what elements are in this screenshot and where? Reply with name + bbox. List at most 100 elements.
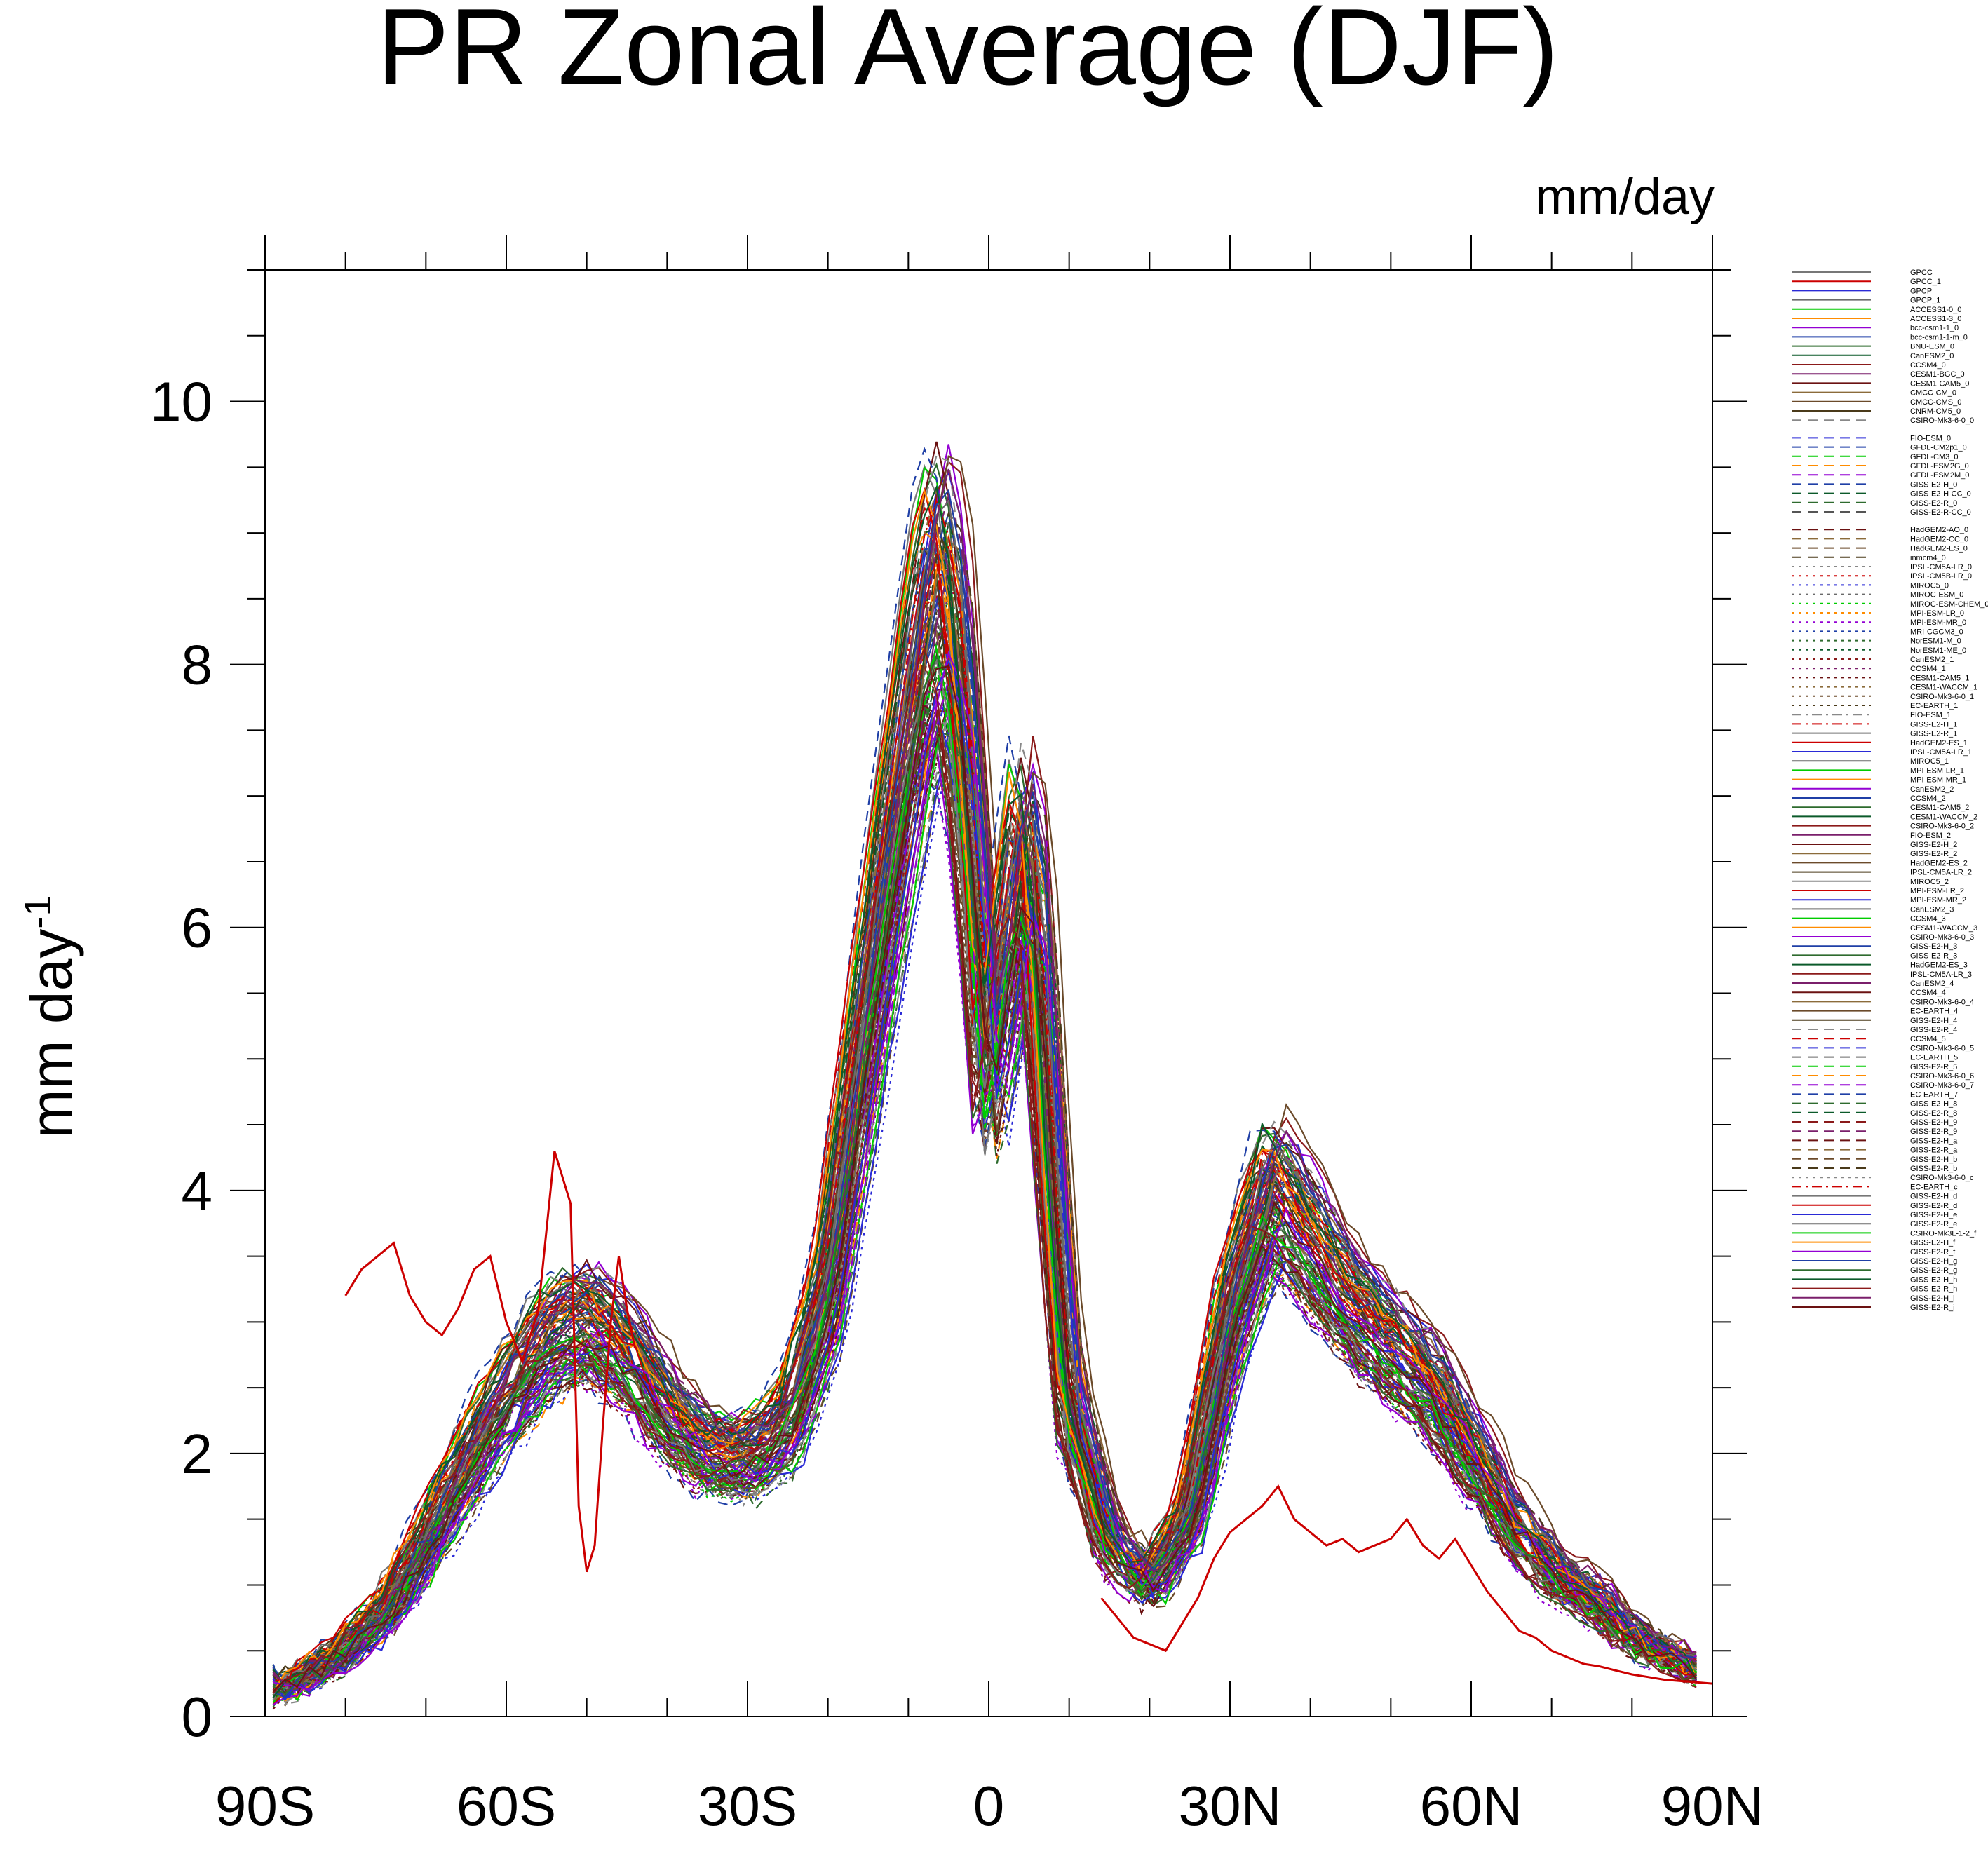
- legend-entry: CanESM2_1: [1792, 656, 1954, 664]
- legend-label: GISS-E2-R_9: [1910, 1127, 1957, 1136]
- series-line-101: [273, 499, 1697, 1689]
- legend-entry: GISS-E2-R_0: [1792, 499, 1957, 508]
- legend-label: MRI-CGCM3_0: [1910, 628, 1963, 636]
- legend-entry: EC-EARTH_7: [1792, 1090, 1958, 1099]
- legend-entry: CCSM4_0: [1792, 361, 1946, 370]
- legend-entry: GISS-E2-R_2: [1792, 850, 1957, 858]
- legend-entry: GISS-E2-H_d: [1792, 1193, 1957, 1201]
- legend-label: MPI-ESM-MR_0: [1910, 618, 1966, 627]
- legend-entry: bcc-csm1-1_0: [1792, 324, 1959, 332]
- legend-label: ACCESS1-3_0: [1910, 315, 1961, 323]
- y-tick-label: 0: [182, 1686, 213, 1748]
- legend-label: CESM1-CAM5_2: [1910, 804, 1969, 812]
- legend-label: CSIRO-Mk3-6-0_6: [1910, 1072, 1974, 1081]
- legend-label: HadGEM2-CC_0: [1910, 535, 1968, 543]
- legend-label: GISS-E2-R_2: [1910, 850, 1957, 858]
- legend-entry: IPSL-CM5B-LR_0: [1792, 572, 1972, 581]
- series-line-96: [273, 656, 1697, 1695]
- legend-entry: CNRM-CM5_0: [1792, 407, 1961, 416]
- legend-entry: MIROC5_0: [1792, 581, 1949, 590]
- legend-label: GFDL-ESM2G_0: [1910, 462, 1969, 470]
- y-tick-label: 8: [182, 634, 213, 696]
- legend-label: CCSM4_2: [1910, 794, 1946, 803]
- legend-label: CSIRO-Mk3-6-0_0: [1910, 416, 1974, 425]
- legend-label: CanESM2_4: [1910, 980, 1954, 988]
- legend-label: GISS-E2-R_e: [1910, 1220, 1957, 1228]
- legend-entry: MPI-ESM-MR_0: [1792, 618, 1966, 627]
- legend-label: GISS-E2-H_4: [1910, 1017, 1957, 1025]
- legend-entry: GISS-E2-H_b: [1792, 1156, 1957, 1164]
- legend-label: GISS-E2-R_3: [1910, 951, 1957, 960]
- legend-label: GISS-E2-R_h: [1910, 1285, 1957, 1294]
- legend-label: MPI-ESM-MR_1: [1910, 776, 1966, 785]
- units-label: mm/day: [1535, 169, 1715, 225]
- legend-label: CSIRO-Mk3-6-0_4: [1910, 998, 1974, 1006]
- legend-label: CCSM4_0: [1910, 361, 1946, 370]
- legend-entry: CSIRO-Mk3-6-0_4: [1792, 998, 1974, 1006]
- legend-entry: MPI-ESM-LR_2: [1792, 887, 1964, 895]
- legend-entry: GPCP_1: [1792, 297, 1940, 305]
- series-line-106: [272, 655, 1697, 1695]
- legend-label: CNRM-CM5_0: [1910, 407, 1961, 416]
- legend-entry: GPCC: [1792, 269, 1933, 277]
- legend-entry: GISS-E2-R_e: [1792, 1220, 1957, 1228]
- series-line-103: [272, 488, 1698, 1693]
- legend-entry: CanESM2_3: [1792, 905, 1954, 914]
- series-line-36: [273, 738, 1697, 1687]
- legend-label: MPI-ESM-LR_1: [1910, 766, 1964, 775]
- legend-entry: CESM1-CAM5_2: [1792, 804, 1969, 812]
- legend-label: GISS-E2-R_i: [1910, 1303, 1955, 1312]
- legend-label: GISS-E2-H_a: [1910, 1137, 1958, 1145]
- legend-entry: CanESM2_2: [1792, 785, 1954, 794]
- x-tick-label: 90N: [1661, 1775, 1764, 1837]
- series-layer: [272, 441, 1713, 1710]
- legend-label: MIROC-ESM_0: [1910, 591, 1963, 600]
- legend-label: GISS-E2-R_f: [1910, 1248, 1956, 1256]
- legend-label: CMCC-CM_0: [1910, 389, 1956, 398]
- series-line-110: [272, 665, 1697, 1693]
- series-line-95: [272, 511, 1697, 1696]
- legend-label: GISS-E2-H_0: [1910, 480, 1957, 489]
- legend-entry: EC-EARTH_c: [1792, 1183, 1958, 1191]
- legend-entry: MIROC5_1: [1792, 757, 1949, 766]
- legend-entry: MPI-ESM-MR_2: [1792, 896, 1966, 905]
- legend-entry: GPCP: [1792, 287, 1932, 295]
- x-tick-label: 90S: [215, 1775, 315, 1837]
- legend-entry: bcc-csm1-1-m_0: [1792, 333, 1968, 341]
- legend-label: EC-EARTH_4: [1910, 1008, 1958, 1016]
- series-line-108: [272, 646, 1697, 1694]
- legend-label: GISS-E2-H_e: [1910, 1211, 1957, 1219]
- legend-entry: MIROC-ESM-CHEM_0: [1792, 600, 1988, 609]
- legend-entry: CCSM4_3: [1792, 915, 1946, 923]
- legend-entry: CESM1-WACCM_3: [1792, 924, 1977, 933]
- legend-entry: ACCESS1-0_0: [1792, 306, 1961, 314]
- legend-label: CanESM2_1: [1910, 656, 1954, 664]
- legend-label: MIROC5_2: [1910, 878, 1949, 886]
- legend-label: GISS-E2-H_h: [1910, 1275, 1957, 1284]
- legend-entry: IPSL-CM5A-LR_1: [1792, 748, 1972, 757]
- legend-label: CSIRO-Mk3L-1-2_f: [1910, 1229, 1977, 1238]
- legend-entry: MPI-ESM-LR_1: [1792, 766, 1964, 775]
- legend-entry: CESM1-CAM5_0: [1792, 379, 1969, 388]
- legend-label: GPCC_1: [1910, 278, 1941, 286]
- legend-entry: CSIRO-Mk3-6-0_6: [1792, 1072, 1974, 1081]
- legend-entry: GISS-E2-H_9: [1792, 1118, 1957, 1127]
- legend-label: CESM1-WACCM_1: [1910, 684, 1977, 692]
- legend-label: GISS-E2-H_2: [1910, 841, 1957, 849]
- legend-entry: HadGEM2-AO_0: [1792, 526, 1968, 534]
- x-tick-label: 30S: [698, 1775, 797, 1837]
- legend-label: CCSM4_3: [1910, 915, 1946, 923]
- legend-label: GPCP_1: [1910, 297, 1940, 305]
- legend-entry: IPSL-CM5A-LR_0: [1792, 563, 1972, 571]
- legend-label: IPSL-CM5A-LR_1: [1910, 748, 1972, 757]
- legend-entry: CanESM2_0: [1792, 352, 1954, 360]
- series-line-93: [272, 489, 1698, 1701]
- legend-entry: EC-EARTH_4: [1792, 1008, 1958, 1016]
- legend-label: EC-EARTH_7: [1910, 1090, 1958, 1099]
- legend-entry: GISS-E2-R_8: [1792, 1109, 1957, 1118]
- legend-entry: GISS-E2-H_4: [1792, 1017, 1957, 1025]
- legend-label: EC-EARTH_c: [1910, 1183, 1958, 1191]
- legend-label: GISS-E2-R_b: [1910, 1165, 1957, 1173]
